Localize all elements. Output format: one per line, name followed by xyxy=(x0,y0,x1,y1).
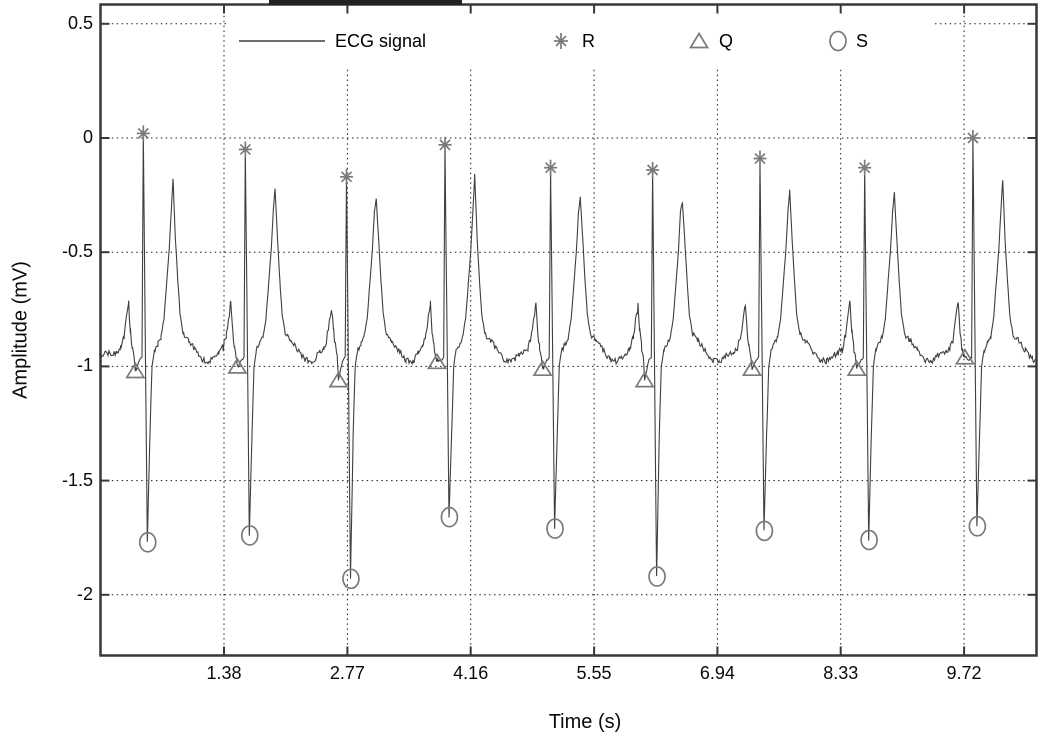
s-marker-circle xyxy=(240,525,259,546)
r-marker-asterisk xyxy=(136,125,150,142)
y-tick-label: -2 xyxy=(76,583,93,604)
y-tick-label: -1.5 xyxy=(61,469,93,490)
s-marker-circle xyxy=(546,518,564,539)
ecg-trace xyxy=(99,133,1037,579)
y-tick-label: -0.5 xyxy=(61,241,93,262)
s-marker-circle xyxy=(968,515,987,537)
grid-lines xyxy=(102,6,1035,654)
s-marker-circle xyxy=(648,566,666,587)
legend-label-ecg-signal: ECG signal xyxy=(335,31,427,51)
q-marker-triangle-up xyxy=(741,359,763,377)
legend-label-s: S xyxy=(856,31,869,51)
scan-artifact-bar xyxy=(269,0,462,5)
qrs-markers xyxy=(125,125,987,590)
q-marker-triangle-up xyxy=(532,359,553,377)
r-marker-asterisk xyxy=(438,136,452,153)
x-tick-label: 8.33 xyxy=(823,663,859,683)
r-marker-asterisk xyxy=(966,130,980,146)
legend-label-r: R xyxy=(582,31,595,51)
x-tick-label: 4.16 xyxy=(453,663,489,683)
q-marker-triangle-up xyxy=(954,348,975,365)
q-marker-triangle-up xyxy=(634,370,655,388)
r-marker-asterisk xyxy=(753,150,767,167)
x-tick-label: 5.55 xyxy=(576,663,612,683)
q-marker-triangle-up xyxy=(846,359,867,377)
x-tick-label: 6.94 xyxy=(699,663,735,683)
r-marker-asterisk xyxy=(544,159,558,176)
q-marker-triangle-up xyxy=(426,352,448,370)
x-axis-title: Time (s) xyxy=(548,711,622,733)
axis-tick-marks xyxy=(101,5,1036,655)
q-marker-triangle-up xyxy=(227,357,248,374)
r-marker-asterisk xyxy=(339,168,353,185)
x-tick-label: 2.77 xyxy=(329,663,365,683)
plot-border xyxy=(99,3,1038,657)
legend: ECG signal R Q S xyxy=(227,14,935,68)
q-marker-triangle-up xyxy=(125,361,146,379)
y-tick-label: 0 xyxy=(82,127,93,147)
s-marker-circle xyxy=(342,568,360,590)
x-tick-label: 9.72 xyxy=(946,663,982,683)
legend-glyphs xyxy=(239,30,847,52)
asterisk-icon xyxy=(554,33,568,49)
s-marker-circle xyxy=(440,506,459,528)
circle-icon xyxy=(829,30,847,52)
y-axis-title: Amplitude (mV) xyxy=(9,261,32,399)
x-tick-label: 1.38 xyxy=(206,663,242,683)
s-marker-circle xyxy=(138,531,157,553)
triangle-icon xyxy=(688,31,710,49)
r-marker-asterisk xyxy=(238,141,252,158)
s-marker-circle xyxy=(755,520,774,542)
q-marker-triangle-up xyxy=(328,370,349,388)
r-marker-asterisk xyxy=(858,159,872,176)
r-marker-asterisk xyxy=(646,161,660,178)
s-marker-circle xyxy=(860,529,878,551)
y-tick-label: -1 xyxy=(76,355,93,376)
legend-label-q: Q xyxy=(719,31,734,51)
y-tick-label: 0.5 xyxy=(67,12,93,33)
